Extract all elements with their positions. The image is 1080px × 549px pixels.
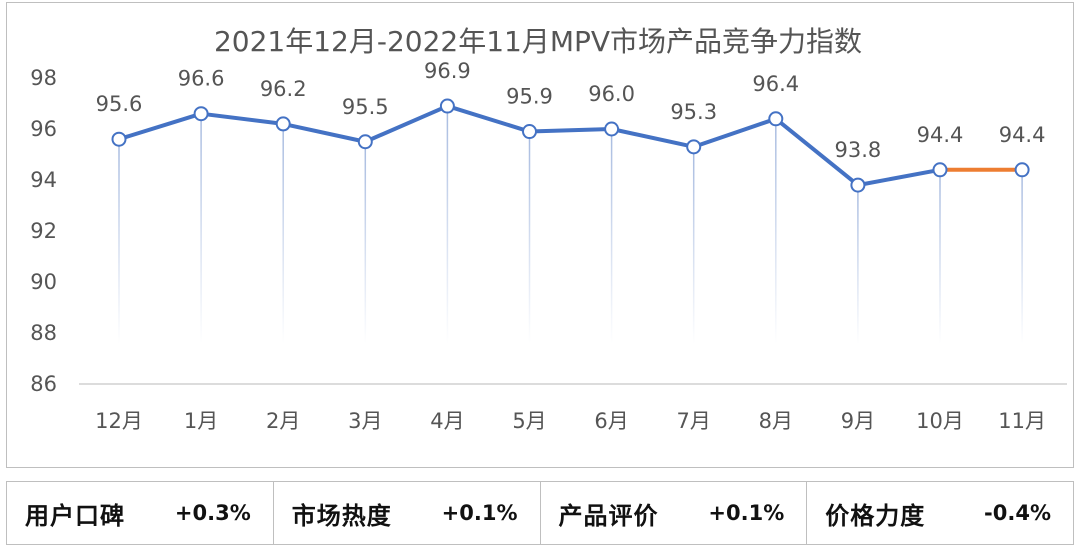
data-label: 96.0 [588, 82, 635, 106]
y-tick-label: 86 [30, 372, 57, 396]
data-points [111, 98, 1030, 193]
y-tick-label: 88 [30, 321, 57, 345]
y-tick-label: 94 [30, 168, 57, 192]
x-tick-label: 12月 [95, 409, 143, 433]
x-tick-label: 5月 [512, 409, 546, 433]
data-label: 95.3 [670, 100, 717, 124]
metric-value: +0.1% [441, 501, 518, 525]
data-label: 94.4 [999, 123, 1046, 147]
data-point [522, 124, 537, 140]
series-segment [363, 104, 450, 144]
drop-line [1021, 169, 1023, 344]
drop-lines [118, 106, 1023, 345]
y-tick-label: 92 [30, 219, 57, 243]
data-label: 95.6 [96, 92, 143, 116]
drop-line [775, 118, 777, 344]
x-tick-label: 10月 [916, 409, 964, 433]
series-line [117, 104, 1025, 188]
x-tick-label: 3月 [348, 409, 382, 433]
data-label: 96.4 [752, 72, 799, 96]
drop-line [200, 113, 202, 344]
drop-line [118, 139, 120, 344]
y-tick-label: 96 [30, 117, 57, 141]
x-tick-label: 11月 [998, 409, 1046, 433]
data-label: 93.8 [835, 138, 882, 162]
x-tick-label: 7月 [677, 409, 711, 433]
metric-label: 价格力度 [825, 501, 926, 530]
metric-value: -0.4% [984, 501, 1051, 525]
metric-value: +0.3% [174, 501, 251, 525]
drop-line [857, 185, 859, 344]
series-segment [691, 116, 778, 149]
series-segment [773, 116, 860, 188]
drop-line [282, 123, 284, 345]
data-point [686, 139, 702, 155]
chart-frame: 2021年12月-2022年11月MPV市场产品竞争力指数 86 88 90 92 94… [6, 2, 1074, 468]
data-label: 96.2 [260, 77, 307, 101]
data-point [439, 98, 455, 114]
metric-label: 用户口碑 [25, 501, 125, 530]
drop-line [364, 141, 367, 344]
data-label: 96.6 [178, 67, 225, 91]
x-tick-label: 1月 [184, 409, 218, 433]
series-segment [199, 111, 286, 126]
data-label: 95.9 [506, 85, 553, 109]
data-point [768, 111, 784, 127]
x-tick-label: 8月 [759, 409, 793, 433]
x-tick-label: 6月 [594, 409, 628, 433]
drop-line [446, 106, 449, 344]
chart-title: 2021年12月-2022年11月MPV市场产品竞争力指数 [214, 25, 862, 58]
series-segment [527, 127, 614, 134]
x-axis-ticks: 12月 1月 2月 3月 4月 5月 6月 7月 8月 9月 10月 11月 [95, 409, 1046, 433]
series-segment [117, 111, 204, 142]
data-label: 95.5 [342, 95, 389, 119]
data-point [357, 134, 373, 150]
series-segment [609, 127, 696, 149]
drop-line [692, 146, 695, 344]
metrics-bar: 用户口碑 +0.3% 市场热度 +0.1% 产品评价 +0.1% 价格力度 -0… [6, 481, 1074, 545]
x-tick-label: 4月 [430, 409, 464, 433]
y-tick-label: 98 [30, 66, 57, 90]
y-axis-ticks: 86 88 90 92 94 96 98 [30, 66, 57, 396]
data-label: 96.9 [424, 59, 471, 83]
x-tick-label: 2月 [266, 409, 300, 433]
metric-price-strength: 价格力度 -0.4% [807, 482, 1073, 544]
drop-line [939, 169, 941, 344]
series-segment [855, 167, 942, 188]
series-segment [445, 104, 532, 134]
metric-label: 市场热度 [291, 501, 392, 530]
series-segment [281, 121, 368, 144]
y-tick-label: 90 [30, 270, 57, 294]
data-point [111, 131, 127, 147]
data-labels: 95.6 96.6 96.2 95.5 96.9 95.9 96.0 95.3 96.4 93.8… [96, 59, 1046, 162]
data-point [193, 106, 209, 122]
data-point [275, 116, 291, 132]
drop-line [528, 131, 531, 344]
line-chart: 2021年12月-2022年11月MPV市场产品竞争力指数 86 88 90 92 94… [30, 25, 1067, 433]
metric-user-reputation: 用户口碑 +0.3% [7, 482, 274, 544]
data-label: 94.4 [917, 123, 964, 147]
data-point [932, 162, 948, 178]
metric-label: 产品评价 [558, 501, 659, 530]
drop-line [610, 129, 613, 344]
x-tick-label: 9月 [841, 409, 875, 433]
data-point [850, 177, 866, 193]
metric-value: +0.1% [708, 501, 785, 525]
data-point [1014, 162, 1030, 178]
metric-market-heat: 市场热度 +0.1% [274, 482, 541, 544]
metric-product-rating: 产品评价 +0.1% [541, 482, 808, 544]
data-point [604, 121, 620, 137]
